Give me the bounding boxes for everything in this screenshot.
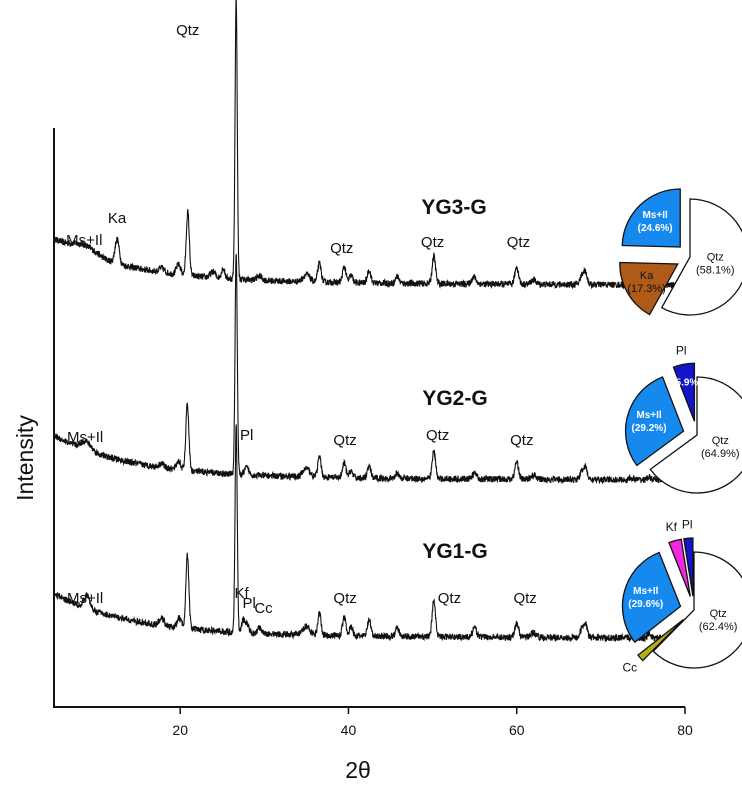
pie-label-pl: Pl xyxy=(682,517,693,531)
pie-label-cc: Cc xyxy=(623,660,638,674)
peak-label-msil: Ms+Il xyxy=(67,429,103,446)
pie-slice-msil xyxy=(624,376,685,467)
peak-label-qtz: Qtz xyxy=(333,432,356,449)
peak-label-ka: Ka xyxy=(108,210,127,227)
pie-slice-msil xyxy=(621,551,682,644)
peak-label-qtz: Qtz xyxy=(513,590,536,607)
peak-label-qtz: Qtz xyxy=(333,590,356,607)
peak-label-qtz: Qtz xyxy=(330,240,353,257)
pie-slice-pl xyxy=(672,362,696,422)
pie-pct-ka: (17.3%) xyxy=(627,283,666,295)
peak-label-qtz: Qtz xyxy=(426,427,449,444)
x-axis-title: 2θ xyxy=(345,757,371,783)
peak-label-cc: Cc xyxy=(254,600,273,617)
peak-labels: Ms+Il Ka Qtz Qtz Qtz Qtz Qtz Ms+Il Pl Qtz Qtz Qtz Ms… xyxy=(66,22,537,617)
pie-pct-pl: 5.9% xyxy=(676,377,699,388)
peak-label-qtz: Qtz xyxy=(438,590,461,607)
pie-label-kf: Kf xyxy=(666,520,678,534)
peak-label-msil: Ms+Il xyxy=(67,590,103,607)
pie-label-msil: Ms+Il xyxy=(633,586,659,597)
peak-label-msil: Ms+Il xyxy=(66,232,102,249)
sample-title-yg2-g: YG2-G xyxy=(422,387,487,410)
diffraction-traces xyxy=(53,0,686,643)
mineral-pies: Qtz(58.1%)Ka(17.3%)Ms+Il(24.6%)Qtz(64.9%… xyxy=(619,188,742,674)
x-tick-label: 60 xyxy=(509,722,525,738)
pie-slice-qtz xyxy=(660,198,742,316)
x-tick-label: 80 xyxy=(677,722,693,738)
y-axis-title: Intensity xyxy=(12,415,38,501)
pie-pct-msil: (29.2%) xyxy=(632,423,667,434)
pie-label-msil: Ms+Il xyxy=(642,210,668,221)
peak-label-qtz: Qtz xyxy=(510,432,533,449)
pie-pct-qtz: (58.1%) xyxy=(696,265,735,277)
peak-label-pl: Pl xyxy=(240,427,253,444)
peak-label-pl: Pl xyxy=(243,595,256,612)
pie-label-qtz: Qtz xyxy=(707,252,724,264)
x-tick-label: 40 xyxy=(341,722,357,738)
pie-slice-ka xyxy=(619,261,679,316)
pie-slice-cc xyxy=(637,618,685,662)
peak-label-qtz: Qtz xyxy=(176,22,199,39)
x-tick-label: 20 xyxy=(172,722,188,738)
sample-title-yg3-g: YG3-G xyxy=(421,196,486,219)
pie-label-ka: Ka xyxy=(640,270,654,282)
sample-title-yg1-g: YG1-G xyxy=(422,540,487,563)
pie-pct-qtz: (64.9%) xyxy=(701,448,740,460)
pie-label-pl: Pl xyxy=(676,343,687,357)
trace-yg2-g xyxy=(53,253,686,485)
axes: 20 40 60 80 2θ Intensity xyxy=(12,128,693,783)
pie-slice-kf xyxy=(668,538,691,597)
pie-label-qtz: Qtz xyxy=(710,608,727,620)
pie-slice-pl xyxy=(683,537,694,597)
pie-label-qtz: Qtz xyxy=(712,435,729,447)
peak-label-qtz: Qtz xyxy=(421,234,444,251)
pie-pct-qtz: (62.4%) xyxy=(699,621,738,633)
peak-label-qtz: Qtz xyxy=(507,234,530,251)
pie-label-msil: Ms+Il xyxy=(636,410,662,421)
trace-yg3-g xyxy=(53,0,686,290)
pie-slice-msil xyxy=(621,188,681,248)
pie-slice-qtz xyxy=(652,551,742,669)
trace-yg1-g xyxy=(53,424,686,643)
sample-titles: YG3-G YG2-G YG1-G xyxy=(421,196,487,563)
peak-label-kf: Kf xyxy=(235,585,250,602)
pie-slice-qtz xyxy=(649,376,742,494)
pie-pct-msil: (29.6%) xyxy=(628,599,663,610)
pie-pct-msil: (24.6%) xyxy=(638,223,673,234)
